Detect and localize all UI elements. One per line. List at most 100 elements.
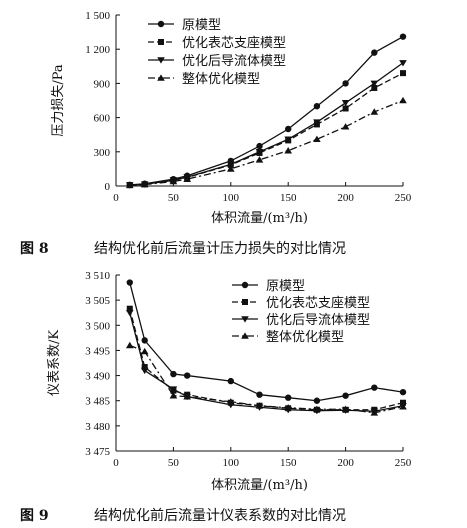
marker-triangle-up <box>370 108 379 115</box>
marker-circle <box>256 142 263 150</box>
x-tick-label: 250 <box>395 192 412 204</box>
marker-circle <box>256 391 263 398</box>
marker-triangle-up <box>157 74 165 81</box>
marker-circle <box>227 377 234 385</box>
y-tick-label: 600 <box>94 113 111 125</box>
marker-circle <box>157 20 165 28</box>
y-tick-label: 300 <box>94 147 111 159</box>
x-tick-label: 0 <box>113 192 119 204</box>
marker-triangle-down <box>125 309 134 317</box>
legend-item: 优化表芯支座模型 <box>232 296 370 311</box>
x-tick-label: 150 <box>280 192 297 204</box>
marker-triangle-up <box>284 404 292 411</box>
x-tick-label: 100 <box>223 457 240 469</box>
legend-item: 整体优化模型 <box>232 330 344 345</box>
marker-triangle-up <box>241 332 249 339</box>
marker-triangle-up <box>125 341 134 349</box>
marker-circle <box>285 125 292 133</box>
marker-triangle-up <box>313 405 321 413</box>
marker-triangle-up <box>313 135 321 143</box>
x-tick-label: 200 <box>337 457 354 469</box>
marker-triangle-up <box>399 403 407 410</box>
marker-triangle-up <box>255 156 264 163</box>
marker-triangle-up <box>284 147 292 154</box>
series-2 <box>126 70 406 189</box>
chart-2: 0 50 100 150 200 250 3 475 3 480 3 485 3 490 3 495… <box>20 270 412 524</box>
y-tick-label: 3 490 <box>85 371 110 383</box>
y-tick-label: 3 495 <box>85 345 110 357</box>
figure-caption: 图 9 结构优化前后流量计仪表系数的对比情况 <box>20 507 346 524</box>
marker-circle <box>285 394 292 401</box>
marker-triangle-up <box>227 398 235 405</box>
marker-circle <box>126 279 133 286</box>
marker-circle <box>399 33 407 40</box>
marker-triangle-down <box>169 386 178 393</box>
series-4 <box>125 341 407 416</box>
legend-item: 原模型 <box>232 279 305 294</box>
marker-triangle-up <box>169 177 178 185</box>
legend-label: 优化表芯支座模型 <box>182 36 286 51</box>
marker-triangle-up <box>125 181 134 189</box>
y-axis-label: 压力损失/Pa <box>51 64 66 137</box>
marker-circle <box>241 281 249 289</box>
x-tick-label: 100 <box>223 192 240 204</box>
y-tick-label: 3 505 <box>85 295 110 307</box>
legend-label: 整体优化模型 <box>266 330 344 345</box>
legend-item: 整体优化模型 <box>148 72 260 87</box>
marker-square <box>400 399 406 406</box>
marker-triangle-up <box>399 96 407 104</box>
caption-text: 结构优化前后流量计压力损失的对比情况 <box>94 240 346 257</box>
legend-item: 优化表芯支座模型 <box>148 36 286 51</box>
marker-triangle-up <box>169 392 178 399</box>
figure-number: 图 8 <box>20 241 49 257</box>
marker-circle <box>342 80 349 87</box>
marker-triangle-down <box>255 149 264 156</box>
legend-item: 优化后导流体模型 <box>232 313 370 328</box>
marker-triangle-down <box>370 80 379 87</box>
marker-triangle-down <box>157 57 165 64</box>
marker-circle <box>313 103 321 110</box>
marker-circle <box>141 337 148 344</box>
series-1 <box>126 279 407 404</box>
legend-label: 原模型 <box>182 18 221 33</box>
series-line <box>129 344 404 414</box>
figure-number: 图 9 <box>20 508 49 524</box>
legend-item: 原模型 <box>148 18 221 33</box>
series-line <box>129 99 404 186</box>
x-tick-label: 0 <box>113 457 119 469</box>
marker-square <box>158 39 164 45</box>
x-tick-label: 50 <box>168 457 180 469</box>
marker-circle <box>183 372 191 379</box>
marker-triangle-up <box>370 409 379 416</box>
caption-text: 结构优化前后流量计仪表系数的对比情况 <box>94 507 346 524</box>
marker-triangle-down <box>241 316 249 323</box>
marker-triangle-up <box>227 165 235 172</box>
marker-square <box>371 84 378 91</box>
y-axis-label: 仪表系数/K <box>47 330 62 396</box>
figure-caption: 图 8 结构优化前后流量计压力损失的对比情况 <box>20 240 346 257</box>
marker-triangle-up <box>183 175 191 182</box>
series-3 <box>125 60 407 189</box>
y-tick-label: 3 500 <box>85 320 110 332</box>
y-tick-label: 3 485 <box>85 396 110 408</box>
x-axis-label: 体积流量/(m³/h) <box>211 478 308 493</box>
marker-square <box>400 70 406 77</box>
chart-1: 0 50 100 150 200 250 0 300 600 900 1 200 1 500 体积流量/… <box>20 10 412 257</box>
legend-label: 优化后导流体模型 <box>266 313 370 328</box>
marker-triangle-down <box>341 99 350 107</box>
marker-triangle-up <box>341 123 350 130</box>
marker-circle <box>371 384 378 391</box>
x-tick-label: 200 <box>337 192 354 204</box>
series-4 <box>125 96 407 189</box>
x-axis-label: 体积流量/(m³/h) <box>211 211 308 226</box>
x-tick-label: 150 <box>280 457 297 469</box>
marker-square <box>342 105 349 112</box>
marker-triangle-down <box>140 367 149 375</box>
legend-label: 优化后导流体模型 <box>182 54 286 69</box>
marker-square <box>242 299 248 305</box>
marker-triangle-down <box>284 136 292 143</box>
marker-triangle-up <box>255 402 264 409</box>
y-tick-label: 3 475 <box>85 446 110 458</box>
